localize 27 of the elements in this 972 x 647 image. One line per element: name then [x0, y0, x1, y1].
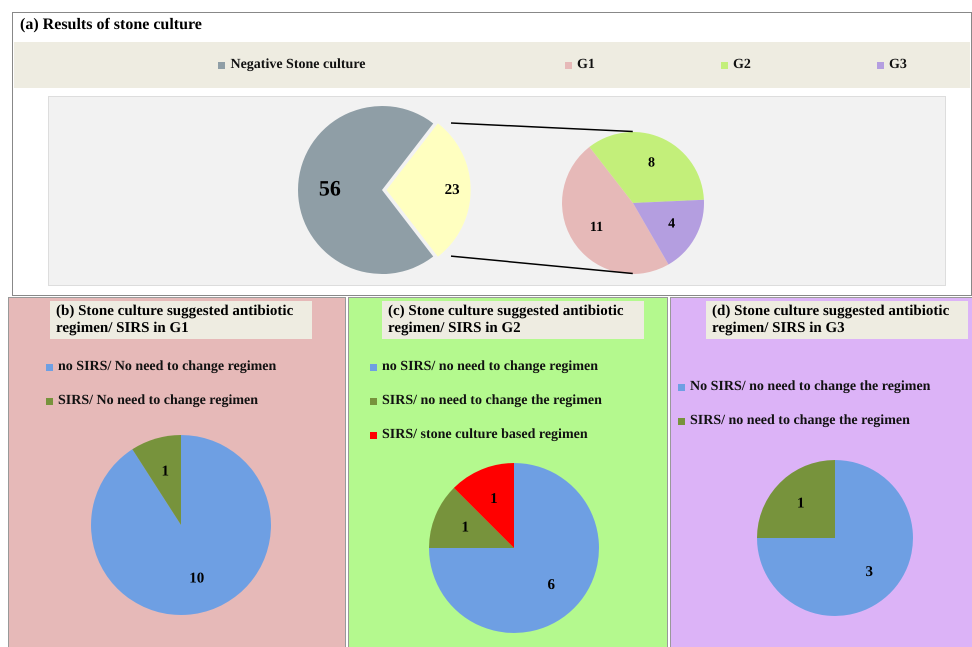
data-label: 8	[648, 156, 655, 171]
data-label: 1	[797, 496, 805, 512]
data-label: 1	[462, 520, 470, 536]
legend-label: no SIRS/ No need to change regimen	[58, 359, 276, 375]
legend-label: SIRS/ No need to change regimen	[58, 393, 258, 409]
chart-title: (b) Stone culture suggested antibiotic regimen/ SIRS in G1	[50, 301, 312, 339]
legend-label: No SIRS/ no need to change the regimen	[690, 379, 930, 395]
chart-title: (a) Results of stone culture	[20, 16, 202, 34]
legend-label: no SIRS/ no need to change regimen	[382, 359, 598, 375]
data-label: 11	[590, 220, 604, 236]
data-label: 56	[318, 176, 341, 201]
legend-label: SIRS/ no need to change the regimen	[690, 413, 910, 429]
data-label: 3	[865, 564, 873, 580]
data-label: 1	[162, 463, 170, 480]
data-label: 23	[444, 182, 460, 198]
chart-title: (d) Stone culture suggested antibiotic regimen/ SIRS in G3	[706, 301, 968, 339]
chart-title: (c) Stone culture suggested antibiotic regimen/ SIRS in G2	[382, 301, 644, 339]
legend-label: Negative Stone culture	[230, 57, 366, 73]
legend-label: SIRS/ stone culture based regimen	[382, 427, 588, 443]
legend-label: G3	[889, 57, 907, 73]
data-label: 10	[189, 570, 204, 586]
legend-label: G1	[577, 57, 595, 73]
legend-label: SIRS/ no need to change the regimen	[382, 393, 602, 409]
data-label: 1	[490, 491, 498, 508]
data-label: 6	[548, 577, 556, 594]
data-label: 4	[668, 216, 676, 232]
legend-label: G2	[733, 57, 751, 73]
